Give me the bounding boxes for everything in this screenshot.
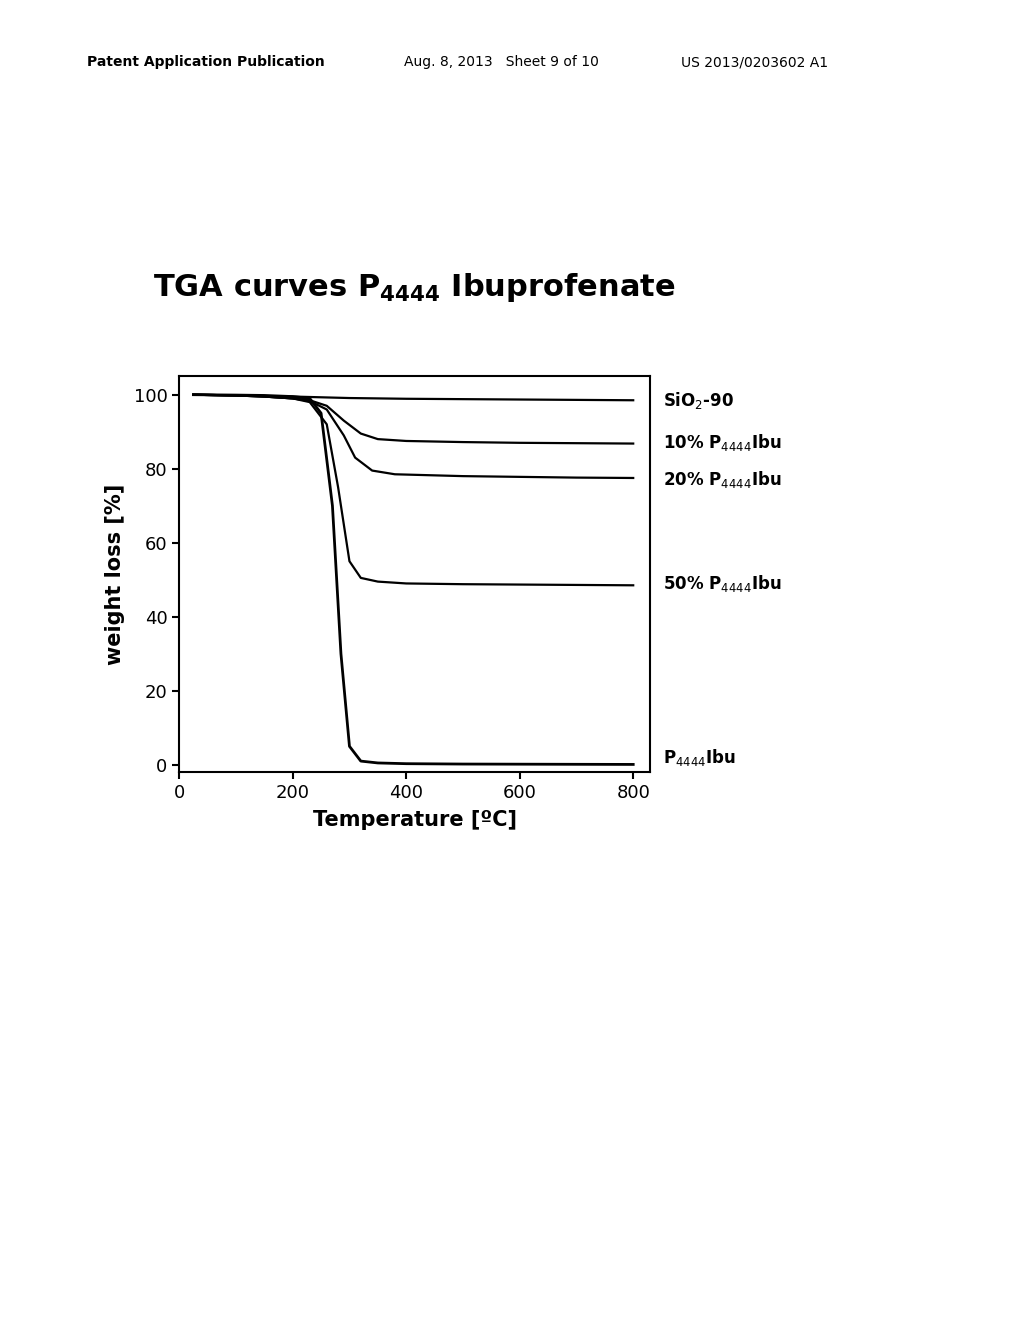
Text: TGA curves P$_{\mathbf{4444}}$ Ibuprofenate: TGA curves P$_{\mathbf{4444}}$ Ibuprofen… — [154, 271, 676, 304]
Text: Patent Application Publication: Patent Application Publication — [87, 55, 325, 70]
Text: SiO$_2$-90: SiO$_2$-90 — [663, 389, 733, 411]
Text: US 2013/0203602 A1: US 2013/0203602 A1 — [681, 55, 828, 70]
Text: 20% P$_{4444}$Ibu: 20% P$_{4444}$Ibu — [663, 470, 781, 490]
Text: 10% P$_{4444}$Ibu: 10% P$_{4444}$Ibu — [663, 433, 781, 453]
Text: 50% P$_{4444}$Ibu: 50% P$_{4444}$Ibu — [663, 573, 781, 594]
Y-axis label: weight loss [%]: weight loss [%] — [105, 483, 125, 665]
Text: Aug. 8, 2013   Sheet 9 of 10: Aug. 8, 2013 Sheet 9 of 10 — [404, 55, 599, 70]
X-axis label: Temperature [ºC]: Temperature [ºC] — [312, 810, 517, 830]
Text: P$_{4444}$Ibu: P$_{4444}$Ibu — [663, 747, 735, 768]
